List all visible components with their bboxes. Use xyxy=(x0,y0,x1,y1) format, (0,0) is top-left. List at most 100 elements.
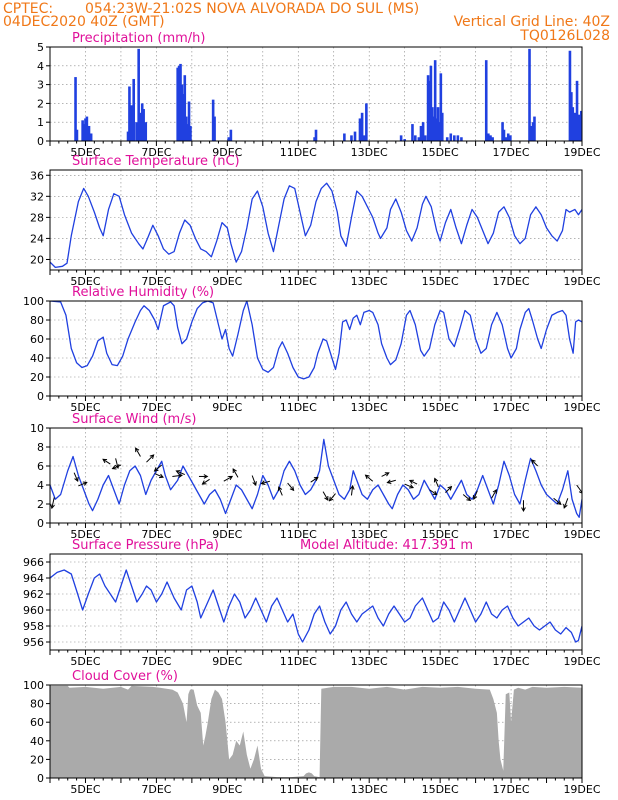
y-tick-label: 60 xyxy=(30,333,44,346)
precip-bar xyxy=(180,84,184,141)
panel-temp: Surface Temperature (nC) 20 24 28 32 36 5DEC 7D… xyxy=(30,154,601,288)
precip-bar xyxy=(431,107,434,141)
precip-bar xyxy=(135,122,138,141)
x-tick-label: 7DEC xyxy=(141,783,171,796)
y-tick-label: 6 xyxy=(37,460,44,473)
x-tick-label: 15DEC xyxy=(422,528,459,541)
precip-bar xyxy=(453,135,456,141)
wind-arrow-head xyxy=(82,481,88,486)
y-tick-label: 5 xyxy=(37,41,44,54)
data-layer-temp xyxy=(50,182,582,269)
x-tick-label: 17DEC xyxy=(493,528,530,541)
x-tick-label: 11DEC xyxy=(280,275,317,288)
precip-bar xyxy=(435,118,438,141)
precip-bar xyxy=(184,116,188,141)
wind-arrow-shaft xyxy=(154,464,163,472)
wind-arrow-head xyxy=(472,495,478,501)
wind-line xyxy=(50,438,582,518)
panels: Precipitation (mm/h) 0 1 2 3 4 5 5DEC 7DEC 9DEC 11… xyxy=(23,31,601,796)
precip-bar xyxy=(438,122,441,141)
x-tick-label: 7DEC xyxy=(141,528,171,541)
wind-arrow xyxy=(433,477,439,488)
wind-arrow-shaft xyxy=(322,491,329,501)
x-tick-label: 19DEC xyxy=(563,783,600,796)
wind-arrow xyxy=(445,485,453,493)
precip-bar xyxy=(89,133,93,141)
wind-arrow xyxy=(429,489,438,496)
y-tick-label: 24 xyxy=(30,232,44,245)
precip-bar xyxy=(358,118,362,141)
wind-arrow-head xyxy=(521,507,526,513)
x-tick-label: 19DEC xyxy=(563,146,600,159)
wind-arrow-shaft xyxy=(135,447,141,457)
y-tick-label: 966 xyxy=(23,556,44,569)
wind-arrow-head xyxy=(364,474,370,480)
x-tick-label: 9DEC xyxy=(212,528,242,541)
y-tick-label: 956 xyxy=(23,636,44,649)
wind-arrow-head xyxy=(74,477,79,483)
precip-bar xyxy=(144,122,148,141)
panel-frame xyxy=(49,169,583,271)
wind-arrow xyxy=(322,491,329,501)
wind-arrow-head xyxy=(349,484,355,490)
x-tick-label: 7DEC xyxy=(141,401,171,414)
wind-arrow-shaft xyxy=(381,472,390,477)
wind-arrow xyxy=(78,481,88,487)
wind-arrow-shaft xyxy=(261,480,271,485)
wind-arrow-head xyxy=(432,490,438,496)
x-tick-label: 7DEC xyxy=(141,275,171,288)
y-tick-label: 10 xyxy=(30,422,44,435)
wind-arrow-shaft xyxy=(404,483,414,489)
wind-arrow-shaft xyxy=(172,474,183,477)
y-tick-label: 0 xyxy=(37,772,44,785)
wind-arrow xyxy=(328,493,336,502)
precip-bar xyxy=(487,133,490,141)
wind-arrow-shaft xyxy=(176,470,185,476)
precip-bar xyxy=(506,133,510,141)
wind-arrow-shaft xyxy=(462,494,471,501)
x-tick-label: 15DEC xyxy=(422,401,459,414)
precip-bar xyxy=(491,137,494,141)
data-layer-rh xyxy=(50,301,582,380)
wind-arrow-shaft xyxy=(350,485,354,496)
wind-arrow xyxy=(135,447,141,457)
precip-bar xyxy=(176,67,179,141)
precip-bar xyxy=(533,116,536,141)
y-tick-label: 20 xyxy=(30,753,44,766)
data-layer-cloud xyxy=(50,685,582,778)
wind-arrow xyxy=(563,498,569,509)
wind-arrow-head xyxy=(384,472,390,477)
x-tick-label: 15DEC xyxy=(422,655,459,668)
x-tick-label: 13DEC xyxy=(351,655,388,668)
precip-bar xyxy=(343,133,346,141)
wind-arrow xyxy=(223,475,234,482)
y-tick-label: 0 xyxy=(37,517,44,530)
wind-arrow-head xyxy=(260,480,266,485)
header-left-line1: CPTEC: xyxy=(3,1,53,17)
precip-bar xyxy=(417,137,421,141)
precip-bar xyxy=(568,50,572,141)
y-tick-label: 40 xyxy=(30,735,44,748)
wind-arrow xyxy=(175,470,185,476)
y-tick-label: 100 xyxy=(23,679,44,692)
x-tick-label: 5DEC xyxy=(70,401,100,414)
wind-arrow-head xyxy=(556,500,562,505)
wind-arrow xyxy=(287,482,295,492)
panel-wind: Surface Wind (m/s) 0 2 4 6 8 10 5DEC 7DEC 9DEC 11D… xyxy=(30,412,601,541)
wind-arrow-head xyxy=(252,481,257,487)
wind-arrow xyxy=(73,472,79,483)
y-tick-label: 1 xyxy=(37,116,44,129)
precip-bar xyxy=(179,63,182,141)
precip-bar xyxy=(421,122,425,141)
precip-bar xyxy=(213,116,216,141)
wind-arrow-shaft xyxy=(287,482,295,491)
x-tick-label: 19DEC xyxy=(563,275,600,288)
wind-arrow-shaft xyxy=(531,459,539,467)
wind-arrow-shaft xyxy=(73,472,79,482)
wind-arrow xyxy=(472,490,478,501)
precip-bar xyxy=(353,131,357,141)
x-tick-label: 15DEC xyxy=(422,275,459,288)
panel-title-wind: Surface Wind (m/s) xyxy=(72,412,196,427)
wind-arrow-head xyxy=(201,480,207,485)
precip-bar xyxy=(439,73,443,141)
